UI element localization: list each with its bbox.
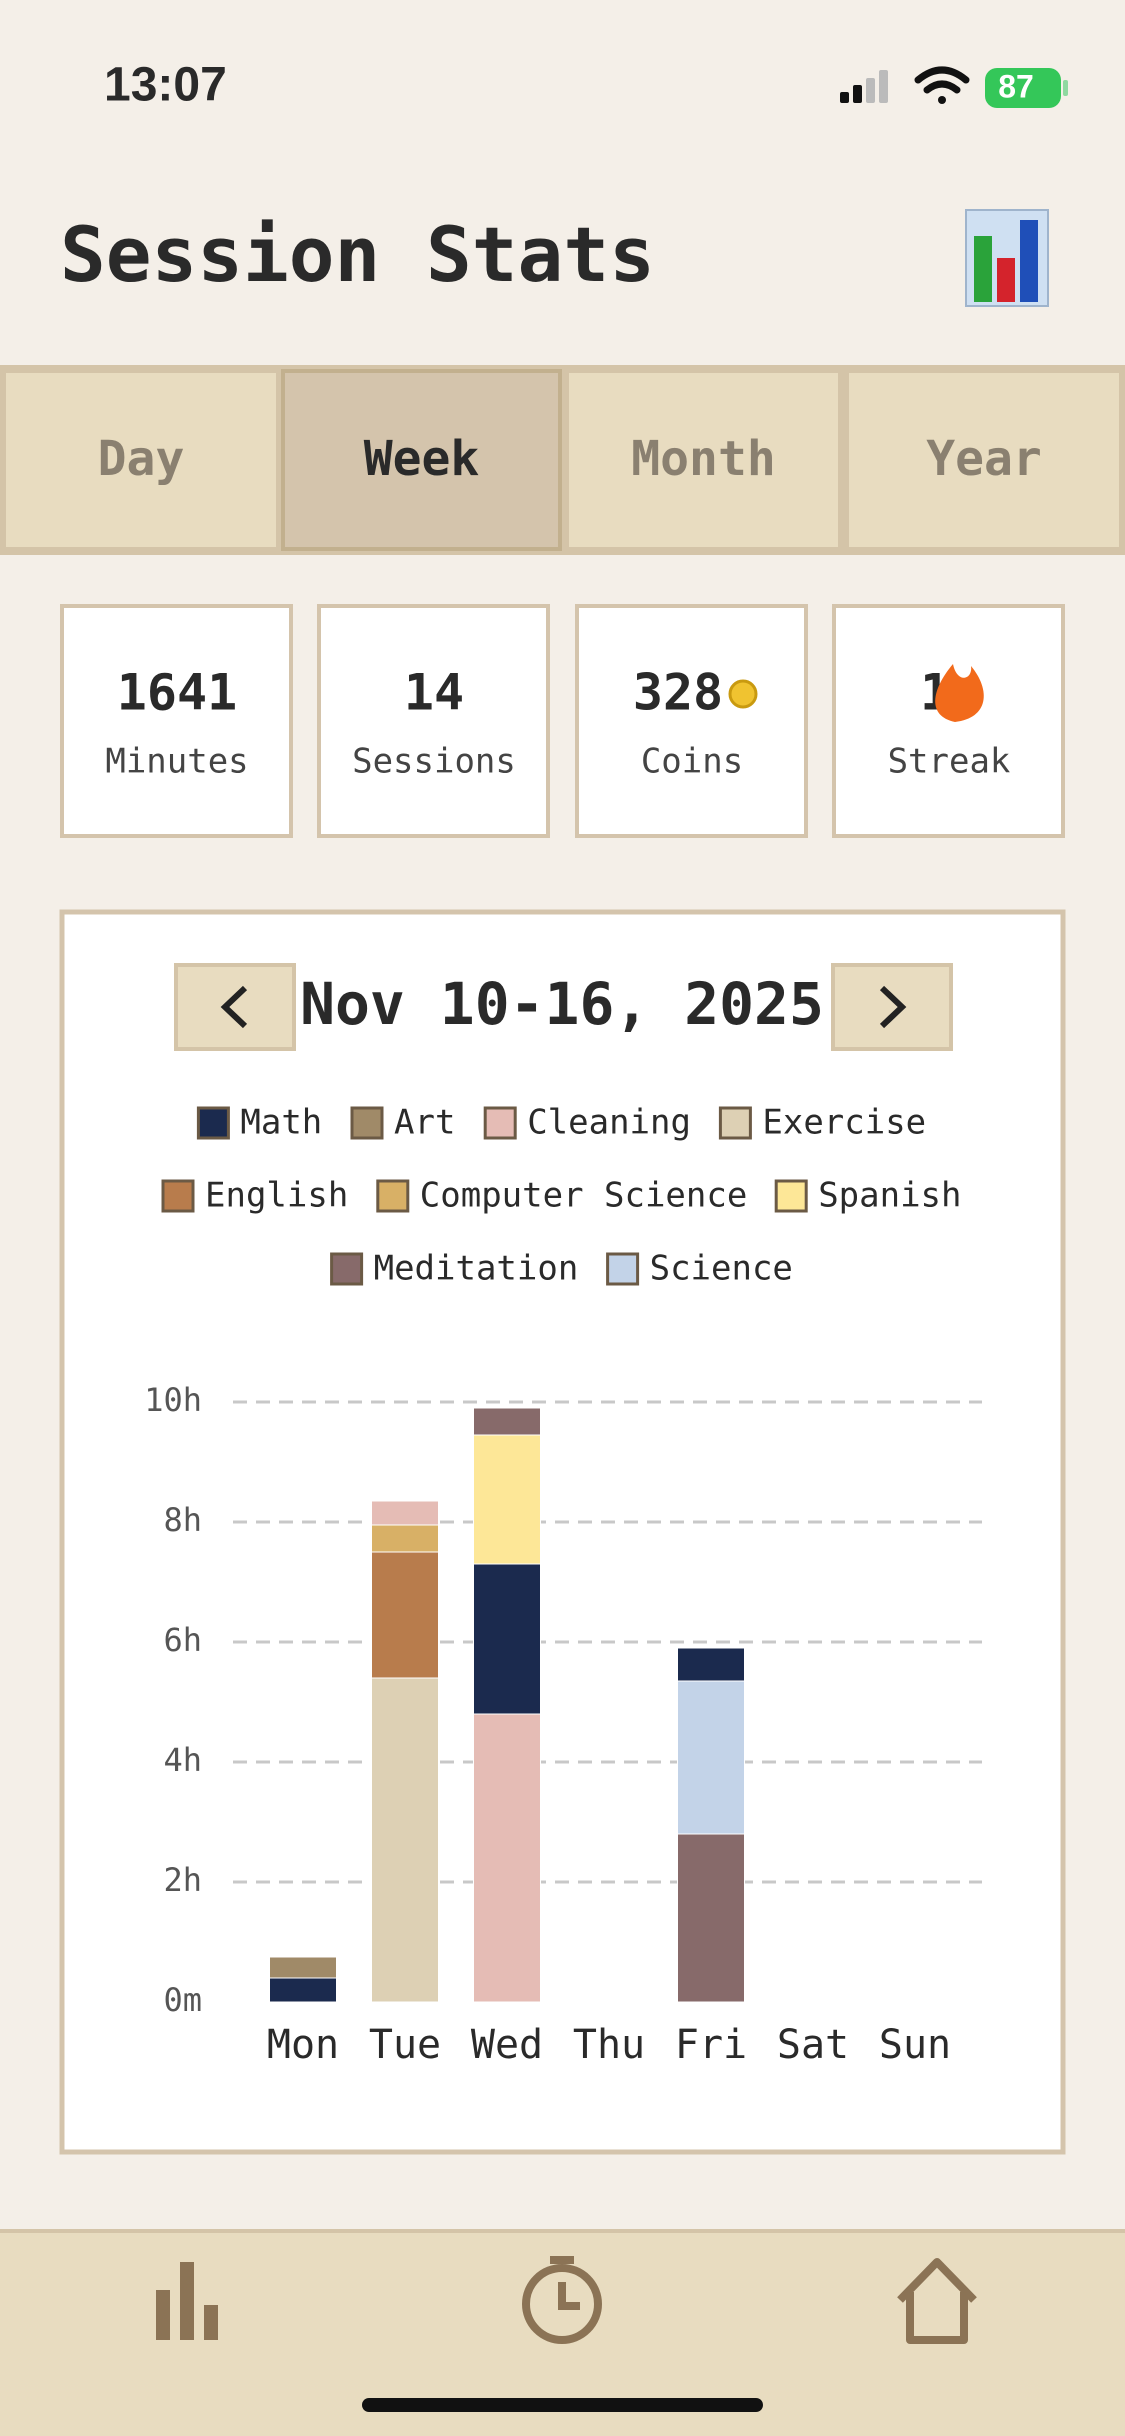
tab-label: Week <box>364 431 480 487</box>
legend-label: Computer Science <box>420 1176 748 1216</box>
stat-card <box>575 604 808 838</box>
fire-icon <box>935 664 984 722</box>
bar-segment <box>677 1833 745 2003</box>
legend-label: Exercise <box>762 1103 926 1143</box>
legend-swatch <box>376 1179 410 1213</box>
bar-segment <box>677 1680 745 1835</box>
bar-segment <box>677 1647 745 1682</box>
battery-icon <box>985 68 1061 108</box>
x-tick-label: Wed <box>471 2022 543 2068</box>
coin-icon <box>728 679 758 709</box>
bar-segment <box>473 1563 541 1715</box>
stat-card <box>317 604 550 838</box>
tab[interactable] <box>845 369 1123 551</box>
nav-home[interactable] <box>897 2258 977 2344</box>
status-time: 13:07 <box>104 59 227 112</box>
stat-value: 14 <box>404 664 464 722</box>
stat-label: Minutes <box>105 742 248 782</box>
legend-label: Art <box>394 1103 455 1143</box>
y-tick-label: 0m <box>163 1981 202 2019</box>
y-tick-label: 4h <box>163 1741 202 1779</box>
date-range: Nov 10-16, 2025 <box>300 970 824 1038</box>
nav-timer[interactable] <box>522 2256 602 2344</box>
bar-segment <box>473 1713 541 2003</box>
legend-label: Spanish <box>818 1176 961 1216</box>
stat-label: Streak <box>888 742 1011 782</box>
bar-segment <box>371 1524 439 1553</box>
y-tick-label: 2h <box>163 1861 202 1899</box>
stats-icon[interactable] <box>965 209 1049 307</box>
legend-swatch <box>161 1179 195 1213</box>
y-tick-label: 10h <box>144 1381 202 1419</box>
legend-label: Cleaning <box>527 1103 691 1143</box>
x-tick-label: Thu <box>573 2022 645 2068</box>
signal-icon <box>840 70 888 103</box>
next-button[interactable] <box>831 963 953 1051</box>
stat-label: Coins <box>641 742 743 782</box>
tab-label: Day <box>98 431 185 487</box>
bar-segment <box>269 1956 337 1979</box>
home-indicator <box>362 2398 763 2412</box>
bar-segment <box>371 1551 439 1679</box>
battery-tip <box>1063 80 1068 96</box>
bar-segment <box>269 1977 337 2003</box>
stat-card <box>832 604 1065 838</box>
tab-label: Year <box>926 431 1042 487</box>
tab-label: Month <box>631 431 776 487</box>
tab[interactable] <box>2 369 280 551</box>
x-tick-label: Fri <box>675 2022 747 2068</box>
nav-stats[interactable] <box>156 2262 218 2340</box>
x-tick-label: Mon <box>267 2022 339 2068</box>
legend-label: Science <box>650 1249 793 1289</box>
chart-card <box>59 909 1066 2155</box>
legend-swatch <box>483 1106 517 1140</box>
wifi-icon <box>914 66 970 104</box>
legend-label: Meditation <box>374 1249 579 1289</box>
legend-swatch <box>330 1252 364 1286</box>
x-tick-label: Tue <box>369 2022 441 2068</box>
page-title: Session Stats <box>60 210 655 299</box>
legend-label: Math <box>240 1103 322 1143</box>
legend-label: English <box>205 1176 348 1216</box>
prev-button[interactable] <box>174 963 296 1051</box>
tab[interactable] <box>281 369 562 551</box>
bar-segment <box>473 1434 541 1565</box>
tab[interactable] <box>565 369 842 551</box>
legend-swatch <box>718 1106 752 1140</box>
bar-segment <box>371 1500 439 1526</box>
stat-value: 328 <box>633 664 723 722</box>
y-tick-label: 8h <box>163 1501 202 1539</box>
battery-level: 87 <box>998 68 1034 104</box>
legend-swatch <box>350 1106 384 1140</box>
legend-swatch <box>196 1106 230 1140</box>
bar-segment <box>473 1407 541 1436</box>
bar-segment <box>371 1677 439 2003</box>
x-tick-label: Sat <box>777 2022 849 2068</box>
legend-swatch <box>774 1179 808 1213</box>
y-tick-label: 6h <box>163 1621 202 1659</box>
x-tick-label: Sun <box>879 2022 951 2068</box>
stat-card <box>60 604 293 838</box>
stat-value: 1641 <box>117 664 237 722</box>
stat-label: Sessions <box>352 742 516 782</box>
legend-swatch <box>606 1252 640 1286</box>
